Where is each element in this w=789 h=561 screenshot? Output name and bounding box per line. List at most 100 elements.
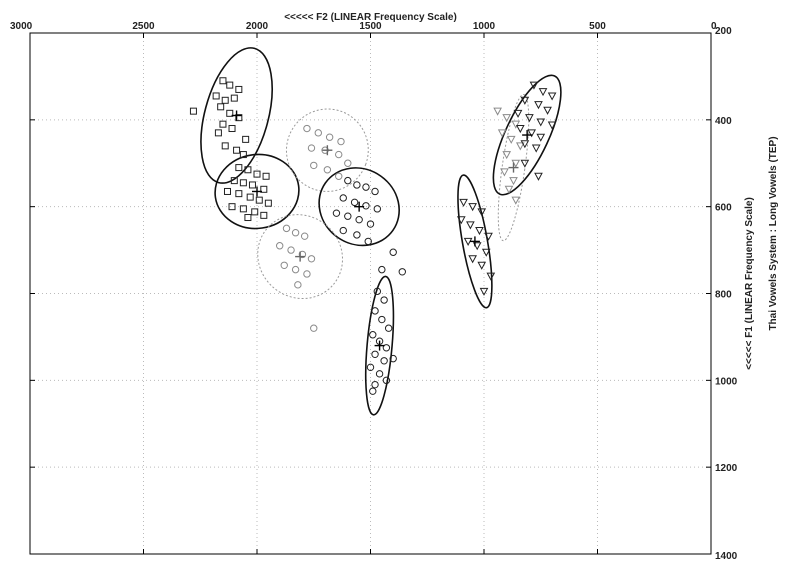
data-point-circle [380,296,388,304]
data-point-triangle [463,237,473,246]
data-point-square [251,208,259,216]
data-point-square [212,92,220,100]
data-point-circle [389,354,397,363]
data-point-circle [382,376,391,385]
data-point-circle [384,324,393,332]
data-point-circle [378,265,386,274]
data-point-circle [276,242,284,250]
data-point-triangle [525,114,534,123]
series-ellipse [364,275,395,416]
data-point-triangle [536,133,546,142]
data-point-circle [287,246,295,254]
data-point-circle [371,350,379,358]
data-point-circle [335,150,343,159]
data-point-square [239,179,247,187]
y-tick-label: 600 [715,203,732,214]
data-point-circle [380,357,388,365]
data-point-circle [282,224,291,233]
data-point-circle [373,287,382,296]
series-ellipse [492,74,562,196]
data-point-triangle [538,88,548,97]
data-point-triangle [509,177,518,186]
data-point-circle [378,315,386,324]
data-point-square [235,190,243,198]
data-point-triangle [527,129,537,138]
data-point-triangle [468,203,477,212]
data-point-square [226,81,234,89]
data-point-square [264,199,272,207]
x-tick-label: 1500 [359,21,382,32]
data-point-circle [371,187,379,196]
y-tick-label: 1000 [715,376,738,387]
data-point-triangle [534,101,543,110]
data-point-circle [344,159,352,167]
data-point-triangle [520,159,530,168]
data-point-circle [344,176,352,185]
data-point-triangle [531,144,541,153]
data-point-square [219,120,227,128]
data-point-square [221,142,229,150]
data-point-triangle [477,208,487,217]
data-point-circle [353,181,361,189]
data-point-triangle [506,135,516,144]
data-point-circle [366,363,375,372]
data-point-square [233,146,241,154]
data-point-square [262,172,270,180]
data-point-triangle [500,168,509,177]
data-point-triangle [534,172,543,181]
data-point-square [242,135,250,143]
x-tick-label: 2500 [132,21,155,32]
data-point-triangle [529,81,539,90]
data-point-triangle [513,109,523,118]
data-point-triangle [504,185,514,194]
data-point-triangle [484,232,493,241]
data-point-triangle [502,151,512,160]
data-point-triangle [547,92,557,101]
data-point-triangle [520,96,530,105]
data-point-triangle [543,106,552,115]
data-point-circle [314,129,322,137]
data-point-square [223,187,231,195]
y-tick-label: 1400 [715,551,738,561]
data-point-square [228,203,236,211]
data-point-circle [353,231,361,239]
data-point-circle [350,198,359,207]
data-point-triangle [481,248,491,257]
data-point-circle [280,261,288,269]
data-point-circle [389,248,397,256]
data-point-circle [371,307,379,315]
point-layer [189,77,557,395]
data-point-circle [294,281,302,289]
data-point-circle [310,324,318,332]
data-point-square [260,185,268,193]
data-point-triangle [515,142,525,151]
data-point-circle [375,370,384,378]
data-point-triangle [497,129,507,138]
data-point-triangle [493,107,502,116]
data-point-triangle [502,114,512,123]
ellipse-layer [200,47,562,416]
data-point-square [226,109,234,117]
y-tick-label: 200 [715,26,732,37]
data-point-square [235,164,243,172]
data-point-circle [307,255,316,263]
series-ellipse [214,153,300,230]
data-point-triangle [475,227,484,236]
series-ellipse [497,93,530,242]
data-point-triangle [511,196,521,205]
chart-side-title: Thai Vowels System : Long Vowels (TEP) [768,136,779,330]
data-point-square [219,77,227,85]
data-point-square [235,85,243,93]
data-point-circle [362,183,370,191]
data-point-square [244,214,252,222]
data-point-circle [291,265,300,274]
data-point-square [239,151,247,159]
data-point-triangle [520,140,530,149]
data-point-triangle [479,287,489,296]
data-point-square [230,94,238,102]
data-point-circle [369,387,377,395]
data-point-square [246,193,254,201]
x-tick-label: 500 [589,21,606,32]
data-point-triangle [468,255,477,264]
